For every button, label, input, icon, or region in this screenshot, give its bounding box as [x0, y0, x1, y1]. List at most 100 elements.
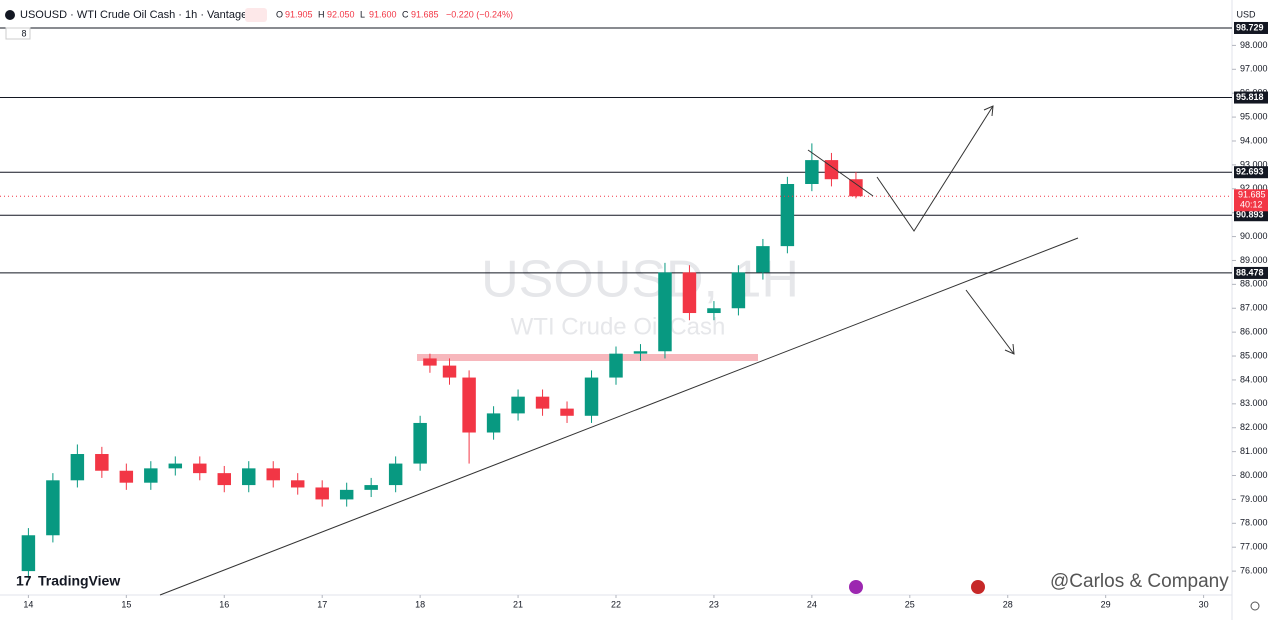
currency[interactable]: USD [1236, 9, 1256, 19]
candle-body [21, 535, 36, 572]
watermark-symbol: USOUSD, 1H [481, 251, 799, 309]
ohlc-key: H [318, 9, 325, 19]
candle-body [119, 470, 134, 483]
y-tick-label: 86.000 [1240, 327, 1268, 337]
y-tick-label: 98.000 [1240, 40, 1268, 50]
candle-body [442, 365, 457, 378]
candle-body [413, 422, 427, 464]
watermark-name: WTI Crude Oil Cash [511, 313, 726, 340]
candle-body [805, 160, 819, 184]
arrow-head [983, 105, 994, 117]
candle-body [535, 396, 550, 409]
y-tick-label: 78.000 [1240, 518, 1268, 528]
ohlc-key: C [402, 9, 409, 19]
y-tick-label: 90.000 [1240, 231, 1268, 241]
candle-body [707, 308, 721, 314]
candle-body [46, 480, 60, 536]
indicator-toggle[interactable] [5, 27, 31, 40]
change: −0.220 (−0.24%) [446, 9, 513, 19]
x-tick-label: 30 [1199, 599, 1209, 609]
pattern-line [807, 149, 874, 197]
ohlc-value: 91.600 [369, 9, 397, 19]
ohlc-key: L [360, 9, 365, 19]
candle-body [339, 489, 354, 500]
candle-body [217, 473, 231, 486]
x-tick-label: 29 [1101, 599, 1111, 609]
level-label: 95.818 [1236, 92, 1264, 102]
level-label-bg [1234, 21, 1268, 34]
y-tick-label: 82.000 [1240, 422, 1268, 432]
y-tick-label: 83.000 [1240, 398, 1268, 408]
event-icon[interactable] [849, 580, 863, 594]
x-tick-label: 17 [317, 599, 327, 609]
candle-body [486, 413, 501, 433]
candle-body [364, 485, 378, 490]
candle-body [756, 246, 770, 273]
candle-body [95, 454, 109, 471]
arrow-head [1004, 343, 1015, 355]
level-label: 98.729 [1236, 22, 1264, 32]
candle-body [560, 408, 574, 416]
indicator-count: 8 [21, 28, 26, 38]
candle-body [731, 272, 746, 309]
event-icon[interactable] [971, 580, 985, 594]
level-label: 92.693 [1236, 167, 1264, 177]
y-tick-label: 80.000 [1240, 470, 1268, 480]
symbol-logo [5, 10, 15, 20]
ohlc-key: O [276, 9, 283, 19]
y-tick-label: 87.000 [1240, 303, 1268, 313]
candle-body [584, 377, 599, 416]
y-tick-label: 79.000 [1240, 494, 1268, 504]
y-tick-label: 76.000 [1240, 565, 1268, 575]
symbol-line[interactable]: USOUSD · WTI Crude Oil Cash · 1h · Vanta… [20, 9, 247, 21]
x-tick-label: 24 [807, 599, 817, 609]
projection-arrow [965, 289, 1015, 355]
x-tick-label: 22 [611, 599, 621, 609]
level-label-bg [1234, 266, 1268, 279]
level-label-bg [1234, 91, 1268, 104]
x-tick-label: 14 [23, 599, 33, 609]
y-tick-label: 95.000 [1240, 111, 1268, 121]
level-label: 90.893 [1236, 210, 1264, 220]
candle-body [315, 487, 329, 500]
y-tick-label: 88.000 [1240, 279, 1268, 289]
y-tick-label: 97.000 [1240, 64, 1268, 74]
candle-body [682, 272, 697, 314]
settings-icon[interactable] [1250, 601, 1260, 611]
compare-button[interactable] [245, 8, 267, 22]
projection-arrow [876, 105, 994, 232]
candle-body [849, 179, 863, 197]
x-tick-label: 16 [219, 599, 229, 609]
ohlc-value: 91.685 [411, 9, 439, 19]
candle-body [70, 454, 85, 481]
resistance-zone [417, 354, 758, 361]
candle-body [290, 480, 305, 488]
y-tick-label: 81.000 [1240, 446, 1268, 456]
countdown: 40:12 [1240, 200, 1263, 210]
x-tick-label: 25 [905, 599, 915, 609]
x-tick-label: 23 [709, 599, 719, 609]
y-tick-label: 92.000 [1240, 183, 1268, 193]
last-price-label: 91.685 [1238, 190, 1266, 200]
y-tick-label: 85.000 [1240, 350, 1268, 360]
candle-body [658, 272, 672, 352]
level-label-bg [1234, 209, 1268, 222]
brand: TradingView [38, 573, 120, 589]
y-tick-label: 89.000 [1240, 255, 1268, 265]
ohlc-value: 91.905 [285, 9, 313, 19]
y-tick-label: 84.000 [1240, 374, 1268, 384]
trend-line [159, 237, 1079, 596]
candle-body [511, 396, 525, 414]
candle-body [168, 463, 183, 469]
ohlc-value: 92.050 [327, 9, 355, 19]
brand-logo: 17 [16, 573, 32, 589]
candle-body [462, 377, 476, 433]
x-tick-label: 28 [1003, 599, 1013, 609]
x-tick-label: 18 [415, 599, 425, 609]
y-tick-label: 94.000 [1240, 135, 1268, 145]
y-tick-label: 77.000 [1240, 542, 1268, 552]
candle-body [423, 358, 437, 366]
x-tick-label: 21 [513, 599, 523, 609]
